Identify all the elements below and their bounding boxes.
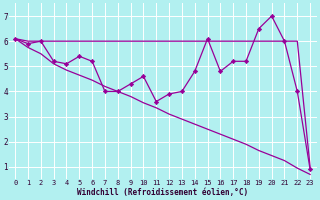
X-axis label: Windchill (Refroidissement éolien,°C): Windchill (Refroidissement éolien,°C) bbox=[77, 188, 248, 197]
